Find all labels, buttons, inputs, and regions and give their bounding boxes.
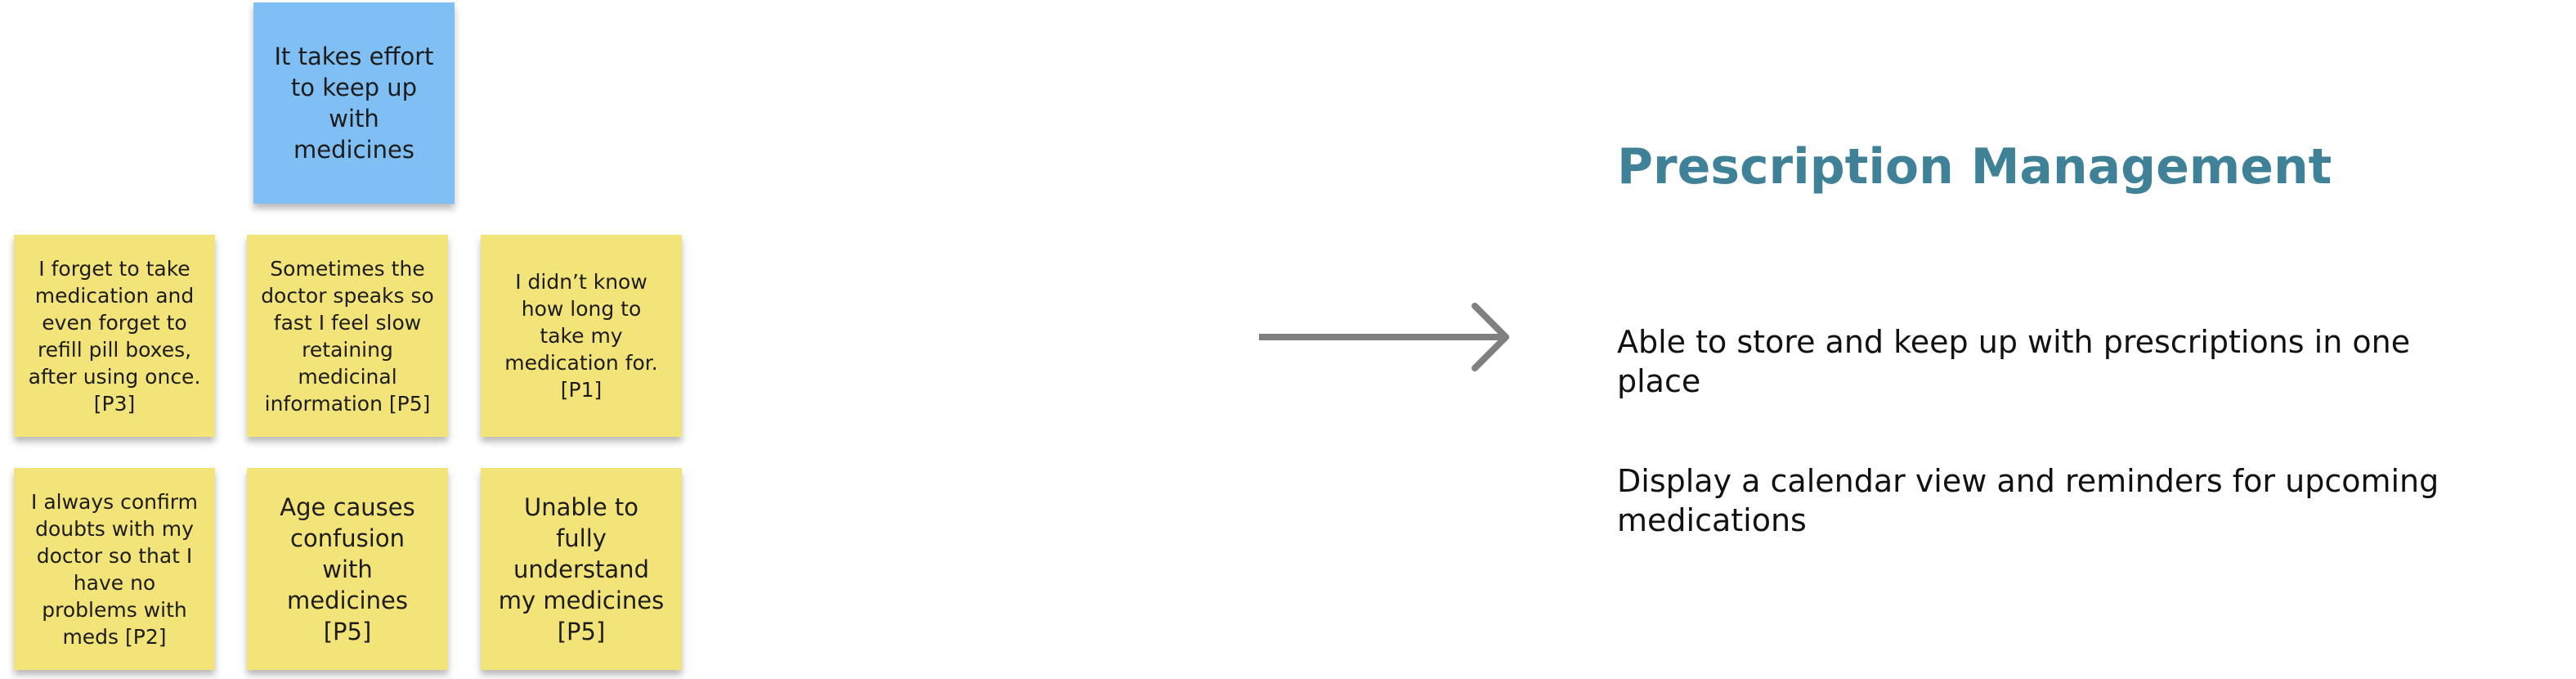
sticky-note-text: I forget to take medication and even for… [28,256,201,416]
sticky-note-text: Unable to fully understand my medicines … [498,492,665,645]
right-arrow-icon [1259,303,1509,371]
sticky-note-text: Age causes confusion with medicines [P5] [280,492,415,645]
sticky-note-text: Sometimes the doctor speaks so fast I fe… [261,256,434,416]
sticky-note-p2-confirm: I always confirm doubts with my doctor s… [14,468,215,670]
solution-point-calendar: Display a calendar view and reminders fo… [1617,463,2439,538]
header-sticky-note: It takes effort to keep up with medicine… [253,2,455,204]
sticky-note-p5-doctor-fast: Sometimes the doctor speaks so fast I fe… [247,235,448,437]
sticky-note-text: I didn’t know how long to take my medica… [504,270,658,402]
solution-title: Prescription Management [1617,138,2332,196]
header-note-text: It takes effort to keep up with medicine… [274,43,434,164]
sticky-note-p5-age: Age causes confusion with medicines [P5] [247,468,448,670]
sticky-note-p5-understand: Unable to fully understand my medicines … [481,468,682,670]
solution-point-store: Able to store and keep up with prescript… [1617,324,2411,399]
sticky-note-text: I always confirm doubts with my doctor s… [31,489,198,649]
sticky-note-p1-duration: I didn’t know how long to take my medica… [481,235,682,437]
sticky-note-p3-forget: I forget to take medication and even for… [14,235,215,437]
